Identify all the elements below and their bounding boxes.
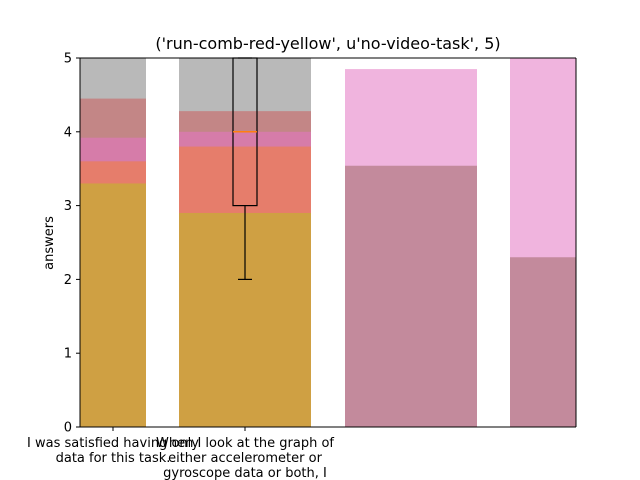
x-tick-label-1: When I look at the graph of either accele… xyxy=(156,436,334,480)
y-tick-label-2: 2 xyxy=(64,273,72,288)
x-tick-labels: I was satisfied having only data for this… xyxy=(27,436,334,480)
bar-3-layer-1 xyxy=(510,257,576,427)
y-tick-label-1: 1 xyxy=(64,347,72,362)
bar-2-layer-1 xyxy=(345,165,477,428)
bar-3-layer-0 xyxy=(510,58,576,427)
y-tick-label-0: 0 xyxy=(64,421,72,436)
axes-layer: 0 1 2 3 4 5 xyxy=(64,52,577,436)
y-tick-label-3: 3 xyxy=(64,199,72,214)
bar-0-layer-4 xyxy=(80,183,146,427)
x-tick-label-0: I was satisfied having only data for this… xyxy=(27,436,199,466)
y-axis-label: answers xyxy=(42,216,57,270)
bars-layer xyxy=(80,58,576,428)
bar-2-layer-0 xyxy=(345,69,477,427)
y-tick-label-4: 4 xyxy=(64,125,72,140)
chart-title: ('run-comb-red-yellow', u'no-video-task'… xyxy=(155,34,500,53)
y-tick-label-5: 5 xyxy=(64,52,72,67)
